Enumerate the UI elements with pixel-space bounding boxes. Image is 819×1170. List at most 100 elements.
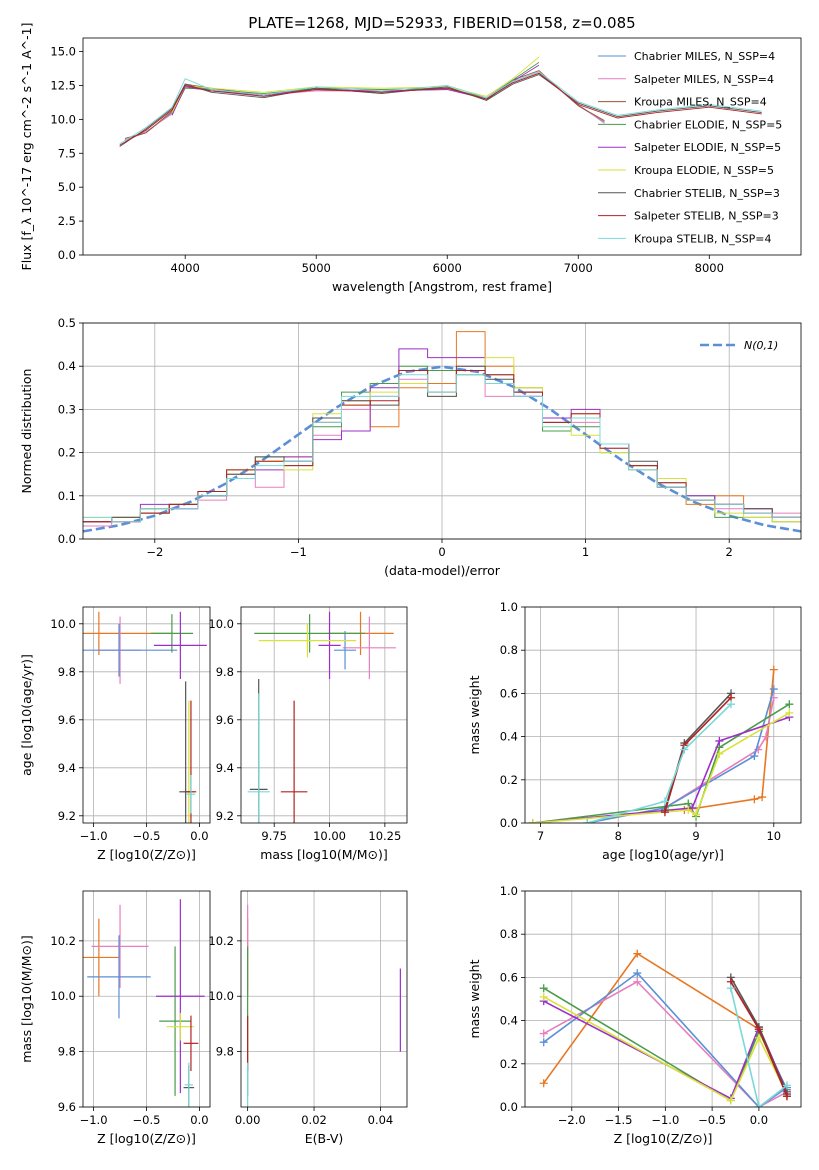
- spectrum-line: [119, 74, 762, 147]
- y-tick-label: 0.4: [500, 1014, 518, 1028]
- x-tick-label: 9.75: [261, 829, 287, 843]
- panel-0-marks: [119, 56, 762, 147]
- y-axis-label: Normed distribution: [19, 369, 34, 494]
- panel-5-frame: [82, 890, 211, 1108]
- y-tick-label: 10.0: [50, 112, 76, 126]
- plus-marker: [750, 752, 759, 761]
- plus-marker: [539, 992, 548, 1001]
- x-tick-label: 4000: [171, 261, 200, 275]
- plus-marker: [750, 795, 759, 804]
- y-tick-label: 0.3: [58, 402, 76, 416]
- panel-7-frame: [524, 890, 802, 1108]
- legend-label: N(0,1): [744, 339, 778, 352]
- panel-5-marks: [83, 899, 205, 1107]
- x-axis-label: wavelength [Angstrom, rest frame]: [332, 279, 552, 294]
- y-tick-label: 10.2: [50, 934, 76, 948]
- plus-marker: [633, 969, 642, 978]
- panel-7-marks: [539, 949, 791, 1107]
- y-tick-label: 9.8: [58, 665, 76, 679]
- legend-label: Chabrier STELIB, N_SSP=3: [634, 187, 780, 200]
- plus-marker: [727, 700, 736, 709]
- mass-weight-line: [730, 988, 788, 1107]
- panel-0-frame: [82, 37, 802, 256]
- x-tick-label: 7: [537, 829, 544, 843]
- x-tick-label: −1.0: [651, 1113, 679, 1127]
- spectrum-line: [119, 72, 762, 146]
- x-tick-label: 10.25: [368, 829, 401, 843]
- y-axis-label: age [log10(age/yr)]: [19, 654, 34, 776]
- spectrum-title: PLATE=1268, MJD=52933, FIBERID=0158, z=0…: [248, 14, 635, 32]
- y-tick-label: 0.0: [500, 1100, 518, 1114]
- panel-1-frame: [82, 322, 802, 540]
- y-tick-label: 10.0: [50, 989, 76, 1003]
- y-tick-label: 0.0: [58, 532, 76, 546]
- x-tick-label: −0.5: [133, 1113, 161, 1127]
- panel-6-grid: [241, 891, 407, 1107]
- plus-marker: [539, 984, 548, 993]
- x-axis-label: mass [log10(M/M⊙)]: [260, 847, 388, 862]
- y-axis-label: Flux [f_λ 10^-17 erg cm^-2 s^-1 A^-1]: [19, 23, 34, 271]
- y-tick-label: 0.2: [500, 1057, 518, 1071]
- x-tick-label: 0: [438, 545, 445, 559]
- spectrum-line: [171, 62, 540, 115]
- x-axis-label: Z [log10(Z/Z⊙)]: [614, 1131, 713, 1146]
- x-tick-label: −1.0: [80, 1113, 108, 1127]
- plus-marker: [528, 819, 537, 823]
- y-tick-label: 12.5: [50, 78, 76, 92]
- y-tick-label: 9.6: [58, 1100, 76, 1114]
- spectrum-line: [119, 71, 762, 145]
- plus-marker: [726, 984, 735, 993]
- panel-3-grid: [241, 607, 407, 823]
- x-tick-label: −2.0: [558, 1113, 586, 1127]
- y-axis-label: mass weight: [467, 959, 482, 1038]
- x-tick-label: 8000: [695, 261, 724, 275]
- x-tick-label: 8: [615, 829, 622, 843]
- x-tick-label: 0.0: [190, 829, 208, 843]
- x-tick-label: −1: [290, 545, 307, 559]
- y-tick-label: 1.0: [500, 884, 518, 898]
- legend-label: Chabrier ELODIE, N_SSP=5: [634, 118, 782, 131]
- plus-marker: [785, 708, 794, 717]
- panel-6-marks: [247, 904, 401, 1107]
- y-tick-label: 0.2: [58, 446, 76, 460]
- mass-weight-line: [684, 669, 775, 811]
- mass-weight-line: [543, 972, 788, 1107]
- x-tick-label: 7000: [564, 261, 593, 275]
- y-tick-label: 9.2: [216, 809, 234, 823]
- x-axis-label: Z [log10(Z/Z⊙)]: [97, 1131, 196, 1146]
- legend-label: Kroupa ELODIE, N_SSP=5: [634, 164, 774, 177]
- panel-4-marks: [528, 665, 794, 823]
- plus-marker: [660, 808, 669, 817]
- x-tick-label: −0.5: [698, 1113, 726, 1127]
- x-tick-label: −1.0: [80, 829, 108, 843]
- y-tick-label: 0.8: [500, 643, 518, 657]
- y-tick-label: 15.0: [50, 45, 76, 59]
- x-tick-label: 10: [766, 829, 781, 843]
- panel-3-frame: [240, 606, 408, 824]
- y-tick-label: 0.4: [58, 359, 76, 373]
- y-tick-label: 0.2: [500, 773, 518, 787]
- mass-weight-line: [532, 703, 790, 823]
- plus-marker: [539, 1029, 548, 1038]
- y-tick-label: 0.0: [58, 248, 76, 262]
- y-tick-label: 0.4: [500, 730, 518, 744]
- plus-marker: [539, 1079, 548, 1088]
- plus-marker: [769, 665, 778, 674]
- y-tick-label: 9.4: [58, 761, 76, 775]
- spectrum-line: [124, 71, 605, 141]
- plus-marker: [758, 793, 767, 802]
- plus-marker: [769, 685, 778, 694]
- y-tick-label: 0.1: [58, 489, 76, 503]
- y-tick-label: 5.0: [58, 180, 76, 194]
- y-tick-label: 9.2: [58, 809, 76, 823]
- x-axis-label: E(B-V): [305, 1131, 344, 1146]
- x-tick-label: 0.04: [368, 1113, 394, 1127]
- y-tick-label: 0.6: [500, 970, 518, 984]
- x-tick-label: 9: [692, 829, 699, 843]
- panel-3-marks: [247, 611, 396, 823]
- panel-7-grid: [525, 890, 801, 1108]
- y-tick-label: 0.6: [500, 686, 518, 700]
- plus-marker: [762, 732, 771, 741]
- y-tick-label: 0.5: [58, 316, 76, 330]
